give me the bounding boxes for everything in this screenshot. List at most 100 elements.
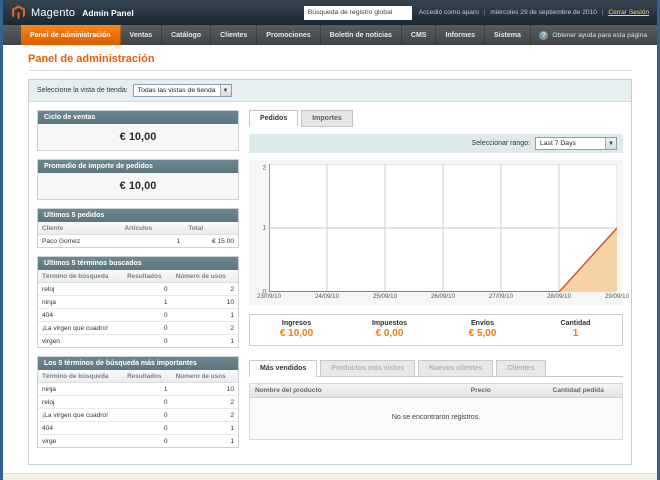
- empty-records-message: No se encontraron registros.: [250, 398, 622, 439]
- nav-item-clientes[interactable]: Clientes: [211, 25, 257, 45]
- table-row[interactable]: reloj02: [38, 283, 238, 296]
- products-tabs: Más vendidos Productos más vistos Nuevos…: [249, 360, 623, 377]
- stat-envios: Envíos € 5,00: [436, 315, 529, 345]
- chart-tabs: Pedidos Importes: [249, 110, 623, 127]
- table-cell: € 15.00: [184, 235, 238, 248]
- current-date: miércoles 29 de septiembre de 2010: [490, 9, 597, 16]
- table-cell: 404: [38, 422, 123, 435]
- lifetime-sales-value: € 10,00: [38, 124, 238, 150]
- table-cell: 1: [172, 422, 238, 435]
- lifetime-sales-title: Ciclo de ventas: [38, 111, 238, 124]
- table-cell: 0: [123, 422, 172, 435]
- table-cell: 404: [38, 309, 123, 322]
- nav-item-informes[interactable]: Informes: [436, 25, 485, 45]
- table-cell: 1: [172, 335, 238, 348]
- x-axis-label: 27/09/10: [489, 293, 513, 300]
- x-axis-label: 23/09/10: [257, 293, 281, 300]
- orders-chart: 012 23/09/1024/09/1025/09/1026/09/1027/0…: [249, 160, 623, 305]
- table-cell: ¡La virgen que cuadro!: [38, 409, 123, 422]
- range-label: Seleccionar rango:: [472, 140, 530, 147]
- table-cell: reloj: [38, 283, 123, 296]
- store-view-value: Todas las vistas de tienda: [134, 87, 220, 94]
- dashboard-panel: Seleccione la vista de tienda: Todas las…: [28, 79, 632, 465]
- table-header-row: Nombre del producto Precio Cantidad pedi…: [250, 384, 622, 398]
- nav-item-dashboard[interactable]: Panel de administración: [21, 25, 121, 45]
- column-header: Cantidad pedida: [548, 384, 622, 398]
- tab-productos-mas-vistos[interactable]: Productos más vistos: [320, 360, 415, 377]
- nav-item-promociones[interactable]: Promociones: [257, 25, 320, 45]
- logged-in-text: Accedió como aparo: [419, 9, 479, 16]
- separator: |: [484, 9, 486, 16]
- table-row[interactable]: 40401: [38, 422, 238, 435]
- products-table: Nombre del producto Precio Cantidad pedi…: [250, 384, 622, 398]
- table-cell: 2: [172, 409, 238, 422]
- column-header: Término de búsqueda: [38, 370, 123, 383]
- nav-item-boletin[interactable]: Boletín de noticias: [321, 25, 402, 45]
- table-row[interactable]: ninja110: [38, 383, 238, 396]
- table-row[interactable]: ¡La virgen que cuadro!02: [38, 409, 238, 422]
- stat-label: Cantidad: [529, 320, 622, 327]
- table-cell: ninja: [38, 383, 123, 396]
- table-row[interactable]: ninja110: [38, 296, 238, 309]
- table-row[interactable]: ¡La virgen que cuadro!02: [38, 322, 238, 335]
- tab-clientes[interactable]: Clientes: [496, 360, 545, 377]
- column-header: Término de búsqueda: [38, 270, 123, 283]
- stat-value: € 5,00: [436, 328, 529, 339]
- stat-label: Envíos: [436, 320, 529, 327]
- chart-grid: 012: [251, 164, 617, 292]
- stat-cantidad: Cantidad 1: [529, 315, 622, 345]
- magento-logo-icon: [11, 5, 26, 20]
- store-view-select[interactable]: Todas las vistas de tienda ▼: [133, 84, 232, 97]
- table-row[interactable]: virge01: [38, 435, 238, 448]
- table-row[interactable]: 40401: [38, 309, 238, 322]
- nav-item-ventas[interactable]: Ventas: [121, 25, 163, 45]
- right-column: Pedidos Importes Seleccionar rango: Last…: [249, 110, 623, 456]
- last-orders-table: ClienteArtículosTotal Paco Gomez1€ 15.00: [38, 222, 238, 247]
- table-cell: ¡La virgen que cuadro!: [38, 322, 123, 335]
- table-row[interactable]: reloj02: [38, 396, 238, 409]
- orders-chart-svg: [269, 164, 617, 292]
- table-cell: 0: [123, 283, 172, 296]
- table-row[interactable]: Paco Gomez1€ 15.00: [38, 235, 238, 248]
- table-cell: 10: [172, 296, 238, 309]
- nav-item-catalogo[interactable]: Catálogo: [162, 25, 211, 45]
- tab-pedidos[interactable]: Pedidos: [249, 110, 298, 127]
- tab-importes[interactable]: Importes: [301, 110, 353, 127]
- column-header: Artículos: [120, 222, 184, 235]
- help-icon: ?: [539, 31, 548, 40]
- x-axis-label: 29/09/10: [605, 293, 629, 300]
- nav-item-sistema[interactable]: Sistema: [485, 25, 531, 45]
- last-search-terms-table: Término de búsquedaResultadosNúmero de u…: [38, 270, 238, 347]
- tab-nuevos-clientes[interactable]: Nuevos clientes: [418, 360, 493, 377]
- column-header: Resultados: [123, 370, 172, 383]
- table-cell: 2: [172, 322, 238, 335]
- stat-impuestos: Impuestos € 0,00: [343, 315, 436, 345]
- help-link[interactable]: ? Obtener ayuda para esta página: [539, 25, 657, 45]
- table-cell: 0: [123, 309, 172, 322]
- magento-admin-page: Magento Admin Panel Accedió como aparo |…: [0, 0, 660, 480]
- y-axis: 012: [251, 164, 269, 292]
- tab-mas-vendidos[interactable]: Más vendidos: [249, 360, 317, 377]
- magento-logo: Magento Admin Panel: [11, 5, 134, 20]
- totals-bar: Ingresos € 10,00 Impuestos € 0,00 Envíos…: [249, 314, 623, 346]
- nav-item-cms[interactable]: CMS: [402, 25, 437, 45]
- table-cell: 0: [123, 335, 172, 348]
- global-search-input[interactable]: [304, 6, 412, 20]
- table-cell: 1: [123, 296, 172, 309]
- stat-value: € 10,00: [250, 328, 343, 339]
- top-header: Magento Admin Panel Accedió como aparo |…: [3, 0, 657, 25]
- column-header: Número de usos: [172, 370, 238, 383]
- last-orders-box: Ultimos 5 pedidos ClienteArtículosTotal …: [37, 208, 239, 248]
- left-column: Ciclo de ventas € 10,00 Promedio de impo…: [37, 110, 239, 456]
- range-select[interactable]: Last 7 Days ▼: [535, 137, 617, 150]
- table-cell: 2: [172, 396, 238, 409]
- column-header: Total: [184, 222, 238, 235]
- last-orders-title: Ultimos 5 pedidos: [38, 209, 238, 222]
- x-axis-label: 28/09/10: [547, 293, 571, 300]
- logo-text: Magento: [31, 7, 75, 19]
- table-row[interactable]: virgen01: [38, 335, 238, 348]
- column-header: Precio: [466, 384, 548, 398]
- table-header-row: Término de búsquedaResultadosNúmero de u…: [38, 370, 238, 383]
- logout-link[interactable]: Cerrar Sesión: [608, 9, 649, 16]
- column-header: Cliente: [38, 222, 120, 235]
